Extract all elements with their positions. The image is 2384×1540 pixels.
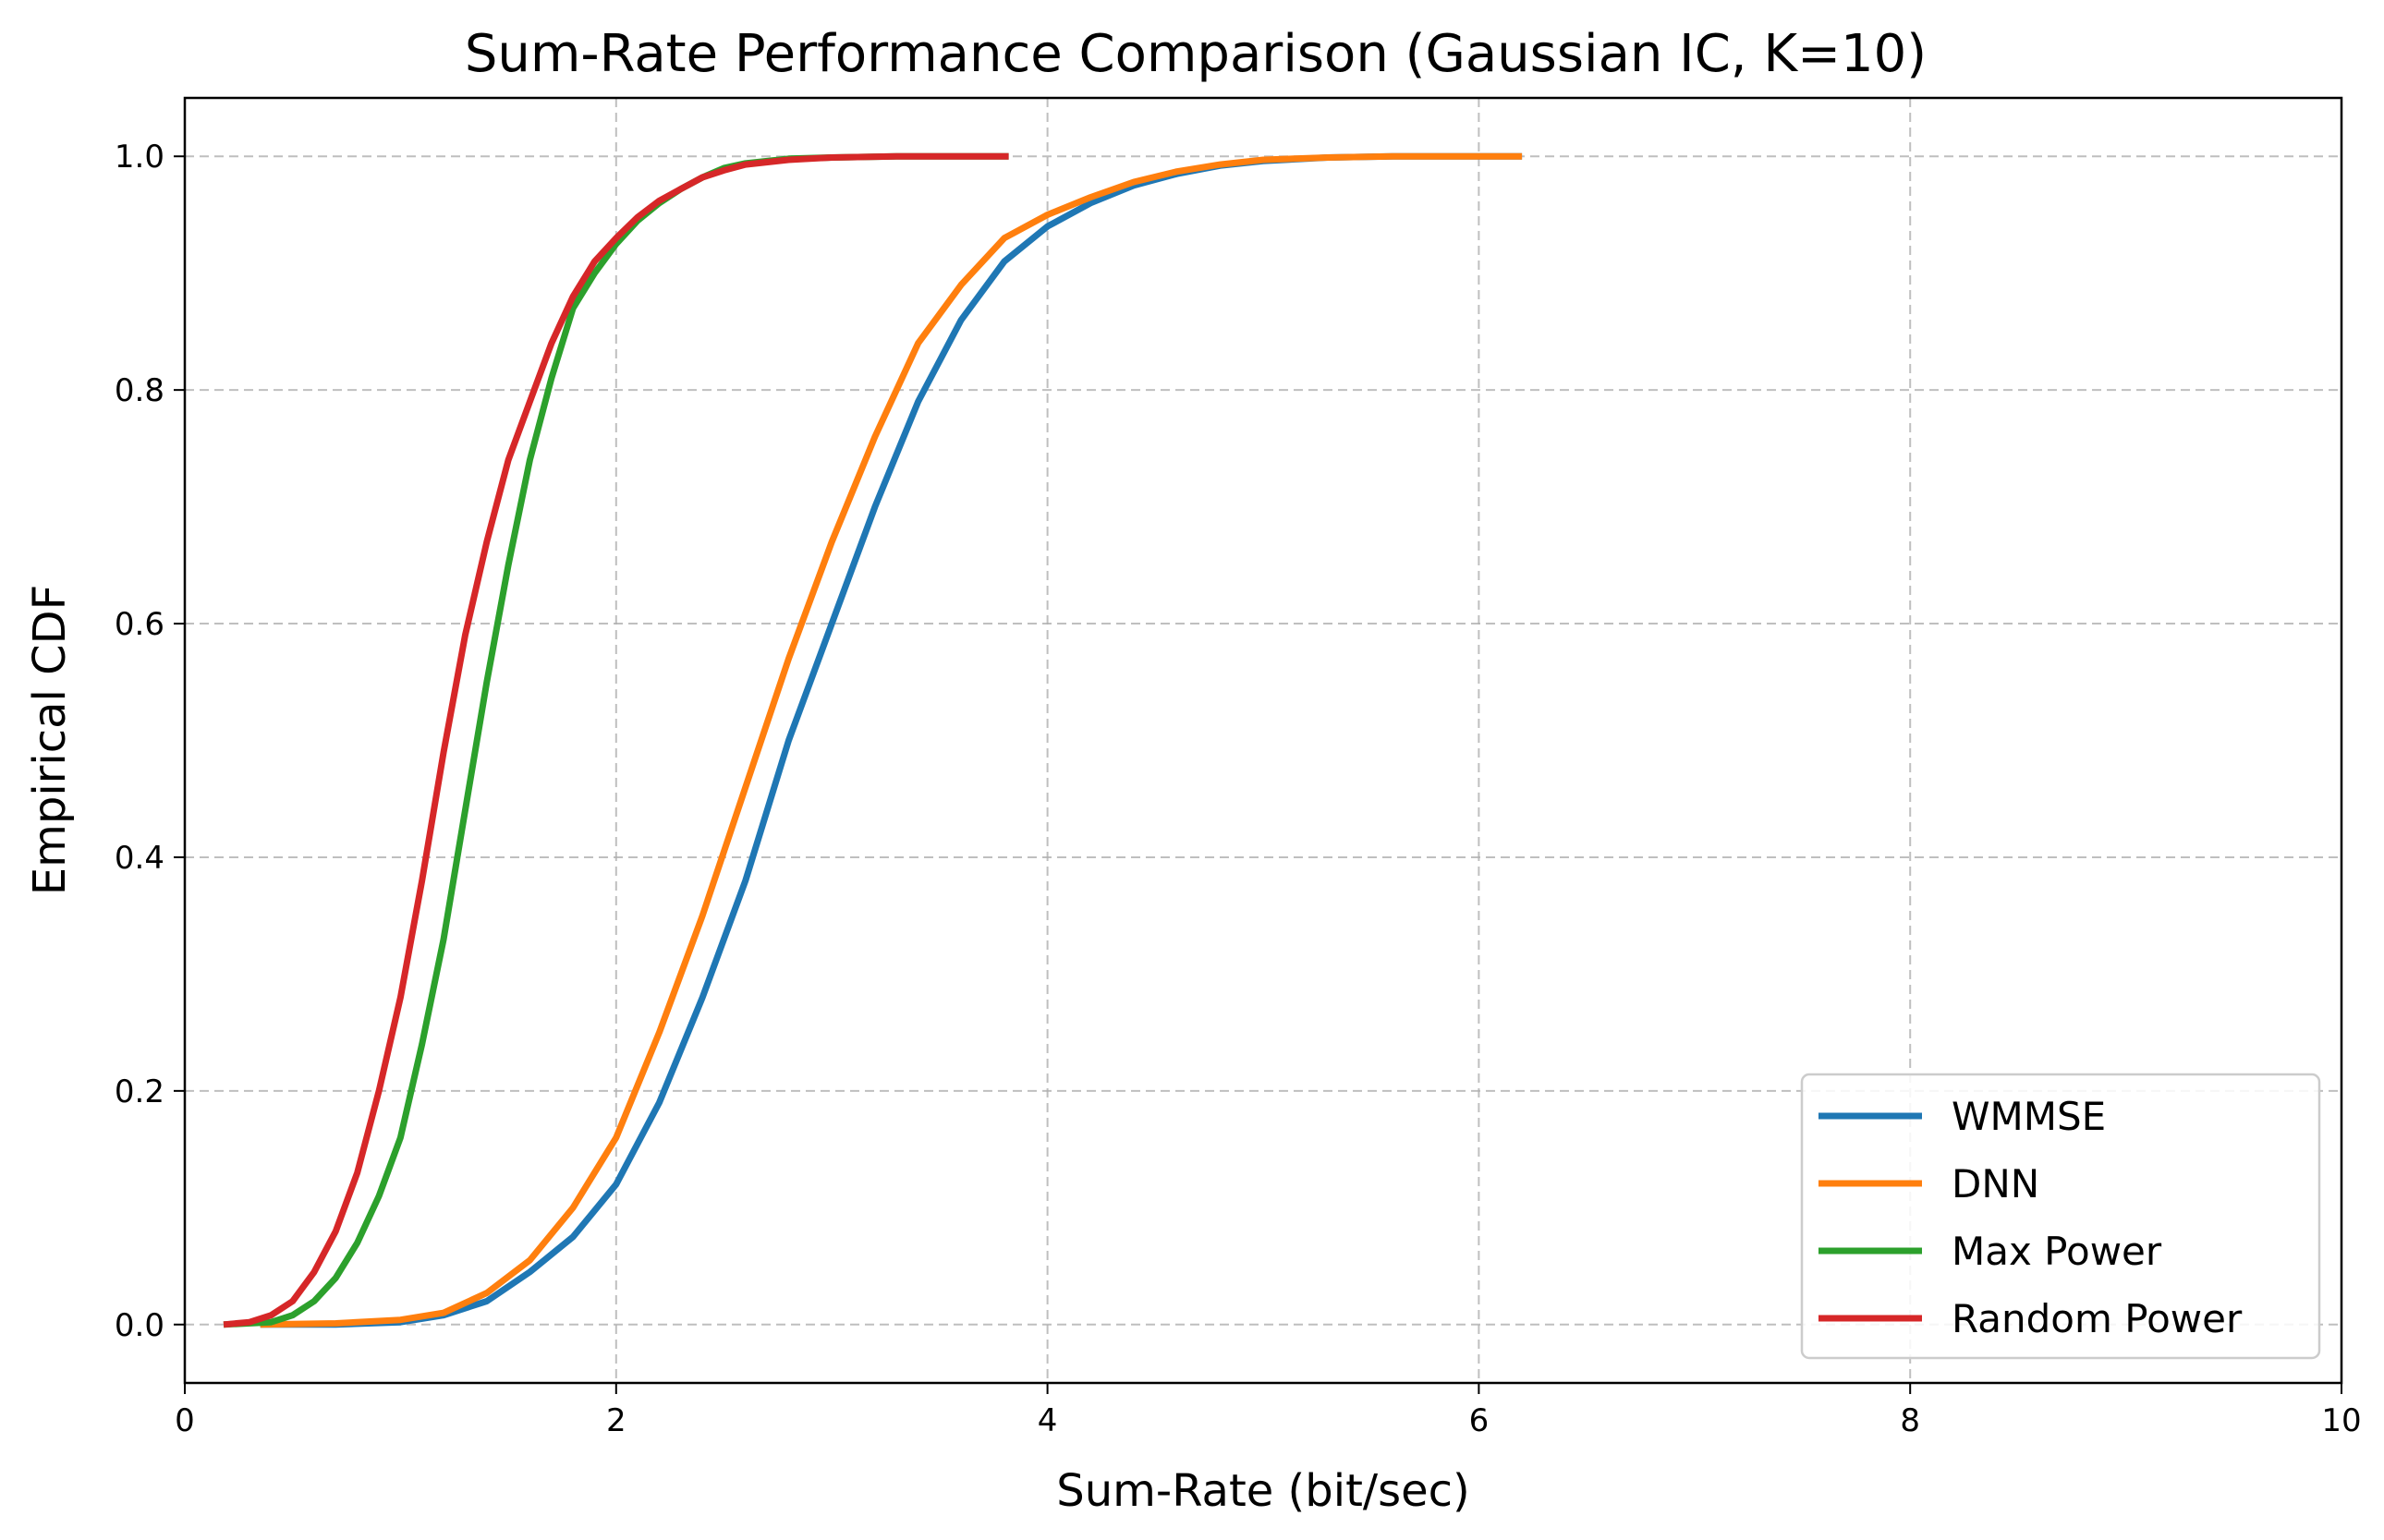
y-tick-label: 1.0 xyxy=(115,139,164,176)
plot-series xyxy=(223,152,1523,1328)
legend-label: Max Power xyxy=(1952,1229,2162,1274)
y-axis-label: Empirical CDF xyxy=(24,585,76,895)
y-tick-label: 0.0 xyxy=(115,1307,164,1344)
x-tick-label: 6 xyxy=(1469,1402,1490,1439)
legend: WMMSE DNN Max Power Random Power xyxy=(1800,1073,2321,1360)
plot-frame xyxy=(183,96,2343,1385)
axis-ticks: 0 2 4 6 8 10 0.0 0.2 0.4 0.6 0.8 1.0 xyxy=(115,139,2362,1439)
legend-box xyxy=(1800,1073,2321,1360)
series-line-dnn xyxy=(260,152,1523,1328)
x-axis-label: Sum-Rate (bit/sec) xyxy=(1056,1465,1469,1517)
x-tick-label: 4 xyxy=(1038,1402,1058,1439)
y-tick-label: 0.8 xyxy=(115,372,164,409)
y-tick-label: 0.6 xyxy=(115,606,164,643)
y-tick-label: 0.2 xyxy=(115,1073,164,1110)
x-tick-label: 10 xyxy=(2321,1402,2361,1439)
x-tick-label: 2 xyxy=(606,1402,626,1439)
legend-entries: WMMSE DNN Max Power Random Power xyxy=(1818,1094,2243,1341)
x-tick-label: 0 xyxy=(175,1402,195,1439)
series-line-random-power xyxy=(223,152,1009,1328)
chart-title: Sum-Rate Performance Comparison (Gaussia… xyxy=(465,24,1927,84)
legend-label: Random Power xyxy=(1952,1296,2243,1341)
legend-label: DNN xyxy=(1952,1161,2039,1207)
x-tick-label: 8 xyxy=(1900,1402,1920,1439)
legend-label: WMMSE xyxy=(1952,1094,2106,1139)
y-tick-label: 0.4 xyxy=(115,840,164,877)
